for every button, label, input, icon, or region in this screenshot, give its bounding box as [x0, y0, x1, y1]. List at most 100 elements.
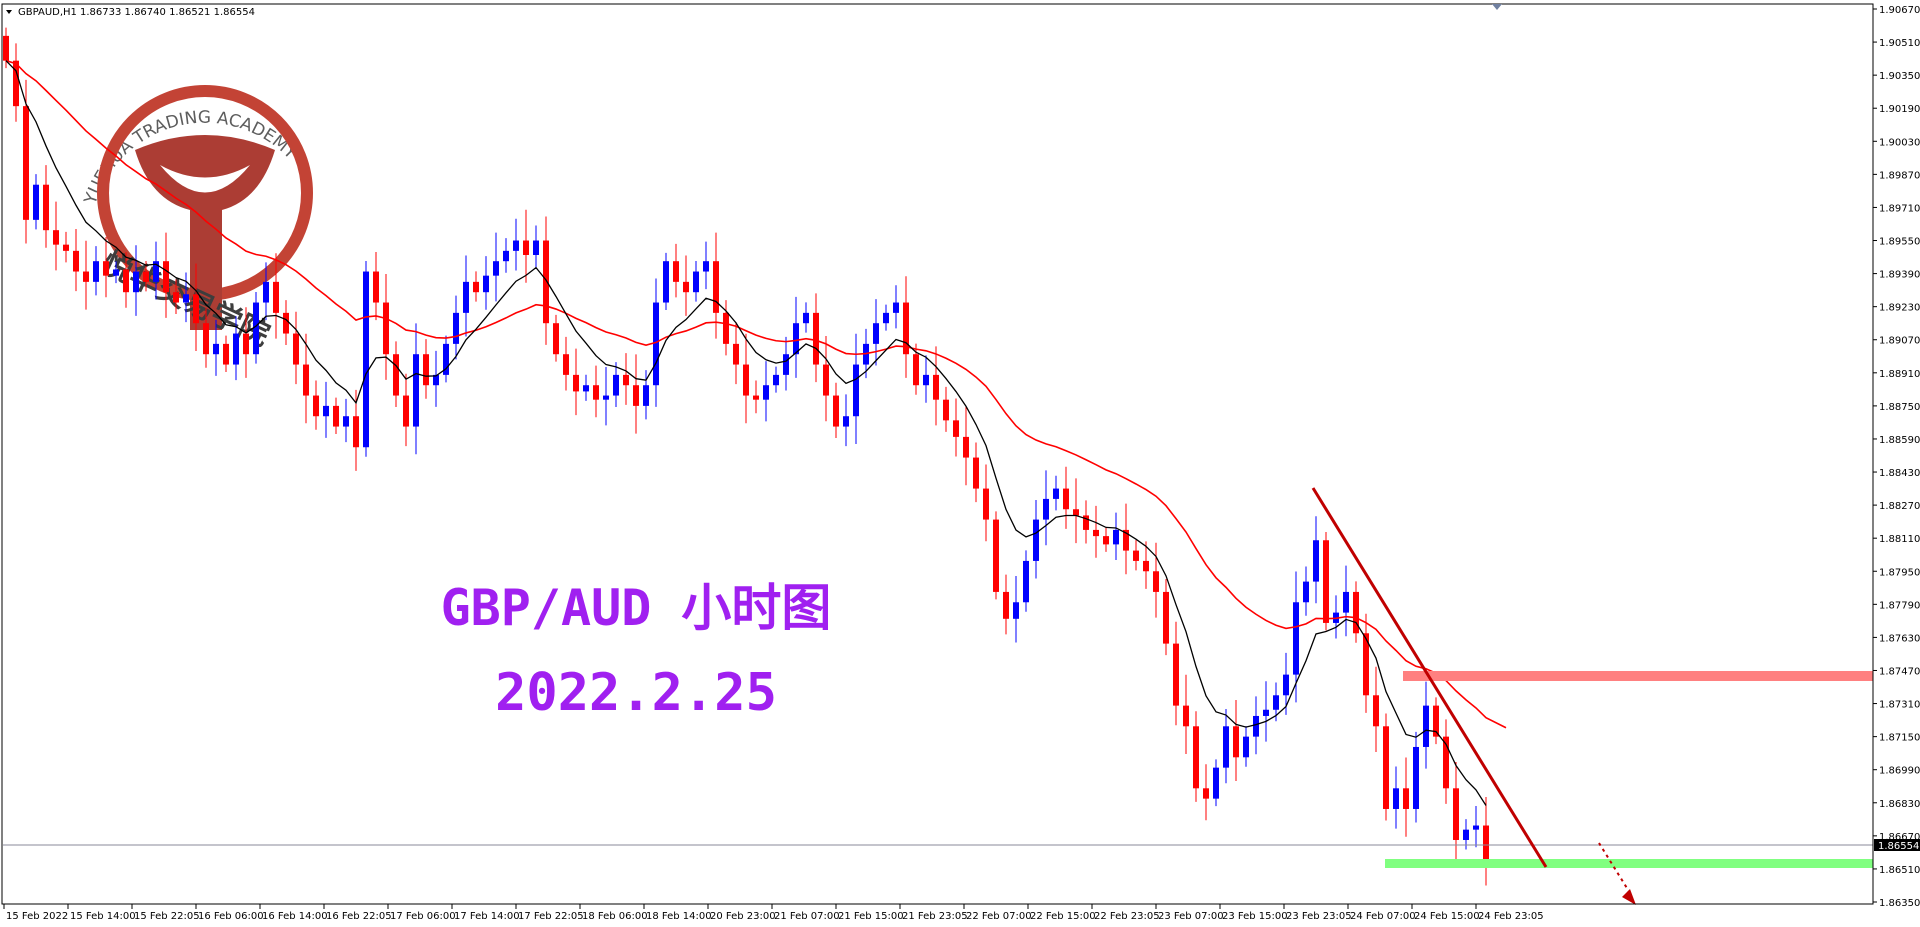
candle-body [1073, 509, 1079, 516]
candle [1393, 766, 1399, 829]
current-price-badge: 1.86554 [1874, 839, 1920, 852]
candle-body [513, 240, 519, 251]
candle-body [833, 395, 839, 427]
candle [1243, 726, 1249, 767]
candle-body [233, 333, 239, 365]
candle [1063, 466, 1069, 529]
candle [383, 273, 389, 380]
candle [443, 335, 449, 383]
candle-body [143, 271, 149, 282]
candle-body [213, 343, 219, 355]
candle-body [1283, 674, 1289, 696]
candle-body [983, 488, 989, 520]
candle [763, 361, 769, 422]
candle [33, 174, 39, 230]
candle-body [643, 385, 649, 406]
scroll-marker-icon[interactable] [1492, 4, 1502, 10]
candle-body [373, 271, 379, 303]
candle [593, 365, 599, 418]
candle [113, 261, 119, 284]
candle [1123, 503, 1129, 575]
candle [193, 263, 199, 351]
candle-body [473, 281, 479, 293]
price-tick-label: 1.90670 [1879, 5, 1920, 16]
candle-body [1433, 705, 1439, 737]
candle [753, 380, 759, 414]
candle-body [793, 323, 799, 355]
downtrend-line[interactable] [1311, 487, 1548, 868]
candle [1213, 759, 1219, 807]
candle [693, 261, 699, 302]
candle-body [323, 405, 329, 417]
candle-body [683, 281, 689, 293]
candle [663, 252, 669, 310]
candle-body [293, 333, 299, 365]
candle-body [993, 519, 999, 592]
candle [583, 374, 589, 401]
candle-body [393, 354, 399, 396]
candle-body [3, 35, 9, 61]
price-tick-label: 1.89230 [1879, 303, 1920, 314]
dropdown-triangle-icon[interactable] [6, 10, 12, 14]
candle [1113, 512, 1119, 560]
candle-body [563, 354, 569, 375]
candle [1193, 711, 1199, 802]
candle [673, 243, 679, 298]
candle [293, 311, 299, 385]
candle [1083, 500, 1089, 544]
candle [403, 373, 409, 447]
candle-body [803, 312, 809, 324]
symbol-label: GBPAUD,H1 [18, 7, 77, 18]
candle [413, 323, 419, 455]
candle-body [133, 271, 139, 293]
candle-body [533, 240, 539, 255]
candle [1373, 666, 1379, 753]
support-zone[interactable] [1385, 859, 1873, 868]
chart-title-annotation: GBP/AUD 小时图 [441, 579, 832, 637]
candle [283, 300, 289, 346]
candle-body [73, 250, 79, 272]
candle [483, 256, 489, 310]
ma-slow-line [5, 59, 1507, 729]
candle-body [1323, 540, 1329, 623]
candle-body [903, 302, 909, 355]
candle [1293, 571, 1299, 703]
price-axis[interactable]: 1.90670 1.90510 1.90350 1.90190 1.90030 1.898… [1872, 4, 1920, 909]
candle [1173, 621, 1179, 726]
candle-body [1013, 602, 1019, 619]
candle-body [1243, 736, 1249, 758]
candle-body [713, 261, 719, 313]
candle [323, 381, 329, 438]
candle-body [1363, 633, 1369, 696]
candle [963, 406, 969, 486]
candle [1473, 805, 1479, 848]
price-tick-label: 1.86830 [1879, 799, 1920, 810]
candle-body [83, 271, 89, 282]
candle-body [1133, 550, 1139, 561]
candle-body [623, 374, 629, 386]
candle [453, 295, 459, 360]
candle [1073, 478, 1079, 544]
candle [613, 362, 619, 408]
candle [573, 348, 579, 416]
candle [373, 251, 379, 321]
time-tick-label: 18 Feb 14:00 [646, 911, 712, 922]
candle [1433, 697, 1439, 745]
candle-body [1103, 536, 1109, 545]
time-tick-label: 24 Feb 15:00 [1414, 911, 1480, 922]
candle-body [313, 395, 319, 417]
candle [893, 285, 899, 329]
candle [63, 231, 69, 263]
candle-body [673, 261, 679, 282]
resistance-zone[interactable] [1403, 671, 1873, 681]
candle [683, 255, 689, 316]
price-tick-label: 1.88590 [1879, 435, 1920, 446]
candle-body [403, 395, 409, 427]
price-tick-label: 1.86510 [1879, 865, 1920, 876]
candle-body [953, 420, 959, 437]
candle-body [773, 374, 779, 386]
candle [433, 350, 439, 407]
candle-body [1373, 695, 1379, 727]
